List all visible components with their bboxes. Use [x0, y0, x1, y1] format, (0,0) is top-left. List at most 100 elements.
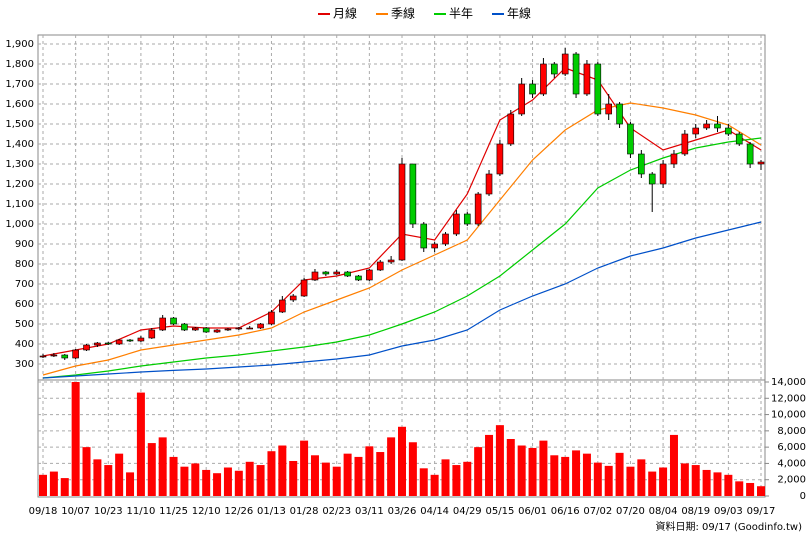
candle-body — [561, 53, 569, 75]
volume-bar — [615, 452, 624, 496]
volume-bar — [528, 447, 537, 496]
candle-body — [279, 299, 286, 313]
volume-bar — [680, 463, 689, 496]
legend-label: 月線 — [333, 6, 357, 21]
volume-bar — [550, 455, 559, 496]
volume-bar — [441, 459, 450, 496]
x-tick-label: 10/07 — [61, 506, 90, 517]
candle-body — [714, 123, 721, 129]
volume-bar — [419, 468, 428, 496]
candle-body — [757, 161, 765, 165]
volume-bar — [659, 467, 668, 496]
x-tick-label: 09/18 — [29, 506, 58, 517]
candle-body — [355, 275, 362, 281]
candle-body — [518, 83, 525, 115]
volume-bar — [310, 455, 319, 496]
x-tick-label: 12/10 — [192, 506, 221, 517]
y-tick-label: 500 — [15, 319, 34, 330]
x-tick-label: 11/10 — [126, 506, 155, 517]
candle-body — [551, 63, 558, 75]
y-tick-label: 1,700 — [5, 79, 34, 90]
volume-bar — [126, 472, 135, 496]
x-tick-label: 04/14 — [420, 506, 449, 517]
candle-body — [703, 123, 710, 129]
candle-body — [170, 317, 177, 325]
candle-body — [387, 259, 395, 263]
candle-body — [72, 349, 79, 359]
x-tick-label: 04/29 — [453, 506, 482, 517]
y-tick-label: 1,900 — [5, 39, 34, 50]
x-tick-label: 08/04 — [649, 506, 678, 517]
x-tick-label: 03/11 — [355, 506, 384, 517]
volume-bar — [60, 478, 69, 496]
y2-tick-label: 0 — [800, 491, 806, 502]
volume-bar — [517, 445, 526, 496]
y-tick-label: 1,100 — [5, 199, 34, 210]
candle-body — [605, 103, 612, 115]
y-tick-label: 600 — [15, 299, 34, 310]
x-tick-label: 02/23 — [322, 506, 351, 517]
candle-body — [670, 153, 678, 165]
volume-bar — [213, 473, 222, 496]
candle-body — [202, 327, 210, 333]
volume-bar — [506, 439, 515, 496]
x-tick-label: 06/16 — [551, 506, 580, 517]
candle-body — [627, 123, 634, 155]
volume-bar — [365, 446, 374, 496]
candle-body — [496, 143, 504, 175]
candle-body — [485, 173, 493, 195]
candle-body — [463, 213, 471, 225]
x-tick-label: 06/01 — [518, 506, 547, 517]
volume-bar — [582, 453, 591, 496]
volume-bar — [648, 471, 657, 496]
candle-body — [572, 53, 580, 95]
volume-bar — [180, 466, 189, 496]
legend-label: 半年 — [449, 7, 473, 21]
x-tick-label: 08/19 — [681, 506, 710, 517]
volume-bar — [637, 459, 646, 496]
y2-tick-label: 10,000 — [771, 410, 806, 421]
candle-body — [50, 354, 58, 357]
volume-bar — [71, 382, 80, 496]
y-tick-label: 800 — [15, 259, 34, 270]
candle-body — [681, 133, 689, 155]
candle-body — [725, 127, 732, 135]
volume-bar — [169, 456, 178, 496]
volume-bar — [626, 466, 635, 496]
candle-body — [268, 311, 275, 325]
y-tick-label: 1,600 — [5, 99, 34, 110]
volume-bar — [39, 474, 47, 496]
x-tick-label: 09/17 — [747, 506, 776, 517]
candle-body — [638, 153, 645, 175]
volume-bar — [332, 466, 341, 496]
y-tick-label: 300 — [15, 359, 34, 370]
candle-body — [126, 339, 134, 342]
candle-body — [366, 269, 373, 281]
x-tick-label: 07/02 — [583, 506, 612, 517]
candle-body — [507, 113, 515, 145]
y2-tick-label: 2,000 — [777, 475, 806, 486]
x-tick-label: 12/26 — [224, 506, 253, 517]
volume-bar — [104, 465, 113, 496]
y-tick-label: 1,800 — [5, 59, 34, 70]
candle-body — [616, 103, 623, 125]
candle-body — [442, 233, 449, 245]
volume-bar — [202, 469, 211, 496]
x-tick-label: 09/03 — [714, 506, 743, 517]
candle-body — [648, 173, 656, 185]
x-tick-label: 03/26 — [388, 506, 417, 517]
candle-body — [453, 213, 460, 235]
x-tick-label: 10/23 — [94, 506, 123, 517]
volume-bar — [713, 472, 722, 496]
candle-body — [692, 127, 700, 135]
y-tick-label: 1,400 — [5, 139, 34, 150]
volume-bar — [757, 486, 765, 496]
y-tick-label: 1,300 — [5, 159, 34, 170]
volume-bar — [267, 451, 276, 496]
y2-tick-label: 14,000 — [771, 377, 806, 388]
volume-bar — [136, 392, 145, 496]
candle-body — [474, 193, 482, 225]
y2-tick-label: 8,000 — [777, 426, 806, 437]
x-tick-label: 01/28 — [290, 506, 319, 517]
y-tick-label: 1,000 — [5, 219, 34, 230]
